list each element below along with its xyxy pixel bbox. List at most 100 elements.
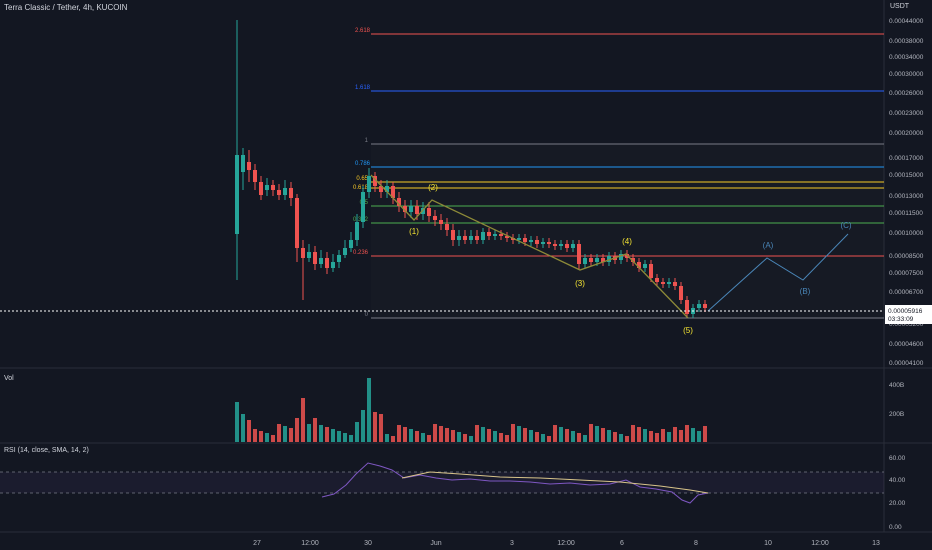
candle-body — [523, 238, 527, 242]
fib-label: 2.618 — [355, 28, 371, 34]
candle-body — [535, 240, 539, 244]
candle-body — [373, 176, 377, 186]
volume-bar — [373, 412, 377, 442]
rsi-band — [0, 472, 884, 493]
candle-body — [355, 222, 359, 240]
volume-bar — [631, 425, 635, 442]
candle-body — [259, 182, 263, 195]
volume-bar — [523, 428, 527, 442]
candle-body — [445, 224, 449, 230]
volume-bar — [313, 418, 317, 442]
price-axis-tick: 0.00010000 — [889, 230, 924, 237]
volume-bar — [349, 435, 353, 442]
candle-body — [595, 258, 599, 262]
volume-bar — [271, 435, 275, 442]
candle-body — [361, 192, 365, 222]
volume-bar — [553, 425, 557, 442]
candle-body — [331, 262, 335, 268]
candle-body — [571, 244, 575, 248]
volume-bar — [463, 434, 467, 442]
volume-axis-tick: 200B — [889, 411, 904, 418]
currency-label: USDT — [890, 3, 910, 10]
volume-bar — [295, 418, 299, 442]
symbol-title[interactable]: Terra Classic / Tether, 4h, KUCOIN — [4, 3, 128, 12]
volume-bar — [487, 429, 491, 442]
last-price-badge — [885, 305, 932, 324]
rsi-axis-tick: 60.00 — [889, 455, 906, 462]
candle-body — [277, 190, 281, 195]
fib-label: 0.786 — [355, 161, 371, 167]
rsi-axis-tick: 0.00 — [889, 524, 902, 531]
candle-body — [289, 188, 293, 198]
volume-bar — [235, 402, 239, 442]
wave-label-impulse: (5) — [683, 326, 693, 335]
candle-body — [253, 170, 257, 182]
volume-bar — [319, 425, 323, 442]
candle-body — [397, 198, 401, 206]
volume-bar — [379, 414, 383, 442]
candle-body — [637, 262, 641, 268]
candle-body — [403, 206, 407, 212]
volume-bar — [673, 427, 677, 442]
candle-body — [439, 220, 443, 224]
price-axis-tick: 0.00013000 — [889, 193, 924, 200]
candle-body — [367, 176, 371, 192]
candle-body — [325, 258, 329, 268]
volume-bar — [661, 429, 665, 442]
candle-body — [601, 258, 605, 262]
candle-body — [679, 286, 683, 300]
volume-pane-label[interactable]: Vol — [4, 375, 14, 382]
candle-body — [469, 236, 473, 240]
candle-body — [313, 252, 317, 264]
volume-bar — [559, 427, 563, 442]
volume-bar — [415, 431, 419, 442]
candle-body — [283, 188, 287, 195]
time-axis-tick: 12:00 — [557, 540, 575, 547]
volume-bar — [499, 433, 503, 442]
fib-label: 0.382 — [353, 217, 369, 223]
time-axis-tick: Jun — [430, 540, 441, 547]
volume-bar — [391, 436, 395, 442]
candle-body — [343, 248, 347, 255]
candle-body — [643, 264, 647, 268]
volume-bar — [493, 431, 497, 442]
price-axis-tick: 0.00038000 — [889, 38, 924, 45]
candle-body — [421, 208, 425, 214]
time-axis-tick: 8 — [694, 540, 698, 547]
candle-body — [475, 236, 479, 240]
candle-body — [541, 242, 545, 244]
volume-bar — [289, 428, 293, 442]
rsi-pane-label[interactable]: RSI (14, close, SMA, 14, 2) — [4, 447, 89, 454]
time-axis-tick: 12:00 — [811, 540, 829, 547]
volume-bar — [565, 429, 569, 442]
volume-bar — [241, 414, 245, 442]
volume-bar — [691, 428, 695, 442]
candle-body — [391, 186, 395, 198]
candle-body — [235, 155, 239, 234]
price-axis-tick: 0.00006700 — [889, 289, 924, 296]
volume-bar — [331, 429, 335, 442]
candle-body — [247, 162, 251, 170]
time-axis-tick: 30 — [364, 540, 372, 547]
candle-body — [385, 186, 389, 192]
price-axis-tick: 0.00004100 — [889, 360, 924, 367]
volume-bar — [619, 434, 623, 442]
volume-bar — [325, 427, 329, 442]
volume-bar — [475, 425, 479, 442]
price-axis-tick: 0.00011500 — [889, 210, 923, 217]
candle-body — [649, 264, 653, 278]
rsi-line — [321, 462, 709, 504]
candle-body — [265, 185, 269, 190]
candle-body — [349, 240, 353, 248]
volume-bar — [589, 424, 593, 442]
impulse-wave-line — [370, 174, 689, 319]
rsi-axis-tick: 20.00 — [889, 500, 906, 507]
candle-body — [577, 244, 581, 264]
volume-bar — [385, 434, 389, 442]
price-axis-tick: 0.00017000 — [889, 155, 924, 162]
volume-bar — [277, 424, 281, 442]
candle-body — [241, 155, 245, 172]
volume-bar — [439, 426, 443, 442]
